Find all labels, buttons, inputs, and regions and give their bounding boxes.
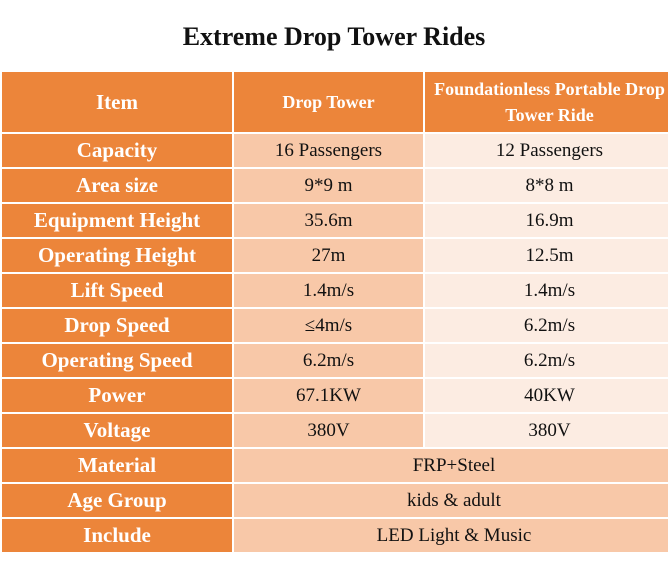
drop-tower-value: ≤4m/s <box>232 307 425 344</box>
portable-value: 12 Passengers <box>423 132 668 169</box>
shared-value: LED Light & Music <box>232 517 668 554</box>
table-row: Operating Height 27m 12.5m <box>0 237 668 274</box>
table-row-merged: Material FRP+Steel <box>0 447 668 484</box>
drop-tower-value: 6.2m/s <box>232 342 425 379</box>
row-label: Include <box>0 517 234 554</box>
drop-tower-value: 16 Passengers <box>232 132 425 169</box>
portable-value: 6.2m/s <box>423 342 668 379</box>
table-row-merged: Include LED Light & Music <box>0 517 668 554</box>
spec-table: Item Drop Tower Foundationless Portable … <box>0 70 668 554</box>
drop-tower-value: 67.1KW <box>232 377 425 414</box>
portable-value: 40KW <box>423 377 668 414</box>
portable-value: 16.9m <box>423 202 668 239</box>
drop-tower-value: 9*9 m <box>232 167 425 204</box>
header-portable-drop-tower: Foundationless Portable Drop Tower Ride <box>423 70 668 134</box>
drop-tower-value: 27m <box>232 237 425 274</box>
portable-value: 380V <box>423 412 668 449</box>
drop-tower-value: 380V <box>232 412 425 449</box>
page-title: Extreme Drop Tower Rides <box>182 22 486 51</box>
portable-value: 12.5m <box>423 237 668 274</box>
table-row: Voltage 380V 380V <box>0 412 668 449</box>
table-row: Lift Speed 1.4m/s 1.4m/s <box>0 272 668 309</box>
row-label: Age Group <box>0 482 234 519</box>
shared-value: FRP+Steel <box>232 447 668 484</box>
row-label: Material <box>0 447 234 484</box>
table-row: Equipment Height 35.6m 16.9m <box>0 202 668 239</box>
table-row: Area size 9*9 m 8*8 m <box>0 167 668 204</box>
table-row: Operating Speed 6.2m/s 6.2m/s <box>0 342 668 379</box>
drop-tower-value: 35.6m <box>232 202 425 239</box>
portable-value: 8*8 m <box>423 167 668 204</box>
drop-tower-value: 1.4m/s <box>232 272 425 309</box>
table-row-merged: Age Group kids & adult <box>0 482 668 519</box>
header-item: Item <box>0 70 234 134</box>
table-row: Capacity 16 Passengers 12 Passengers <box>0 132 668 169</box>
row-label: Lift Speed <box>0 272 234 309</box>
table-row: Power 67.1KW 40KW <box>0 377 668 414</box>
portable-value: 6.2m/s <box>423 307 668 344</box>
row-label: Area size <box>0 167 234 204</box>
row-label: Power <box>0 377 234 414</box>
row-label: Voltage <box>0 412 234 449</box>
table-header-row: Item Drop Tower Foundationless Portable … <box>0 70 668 134</box>
row-label: Equipment Height <box>0 202 234 239</box>
row-label: Drop Speed <box>0 307 234 344</box>
row-label: Operating Height <box>0 237 234 274</box>
row-label: Capacity <box>0 132 234 169</box>
portable-value: 1.4m/s <box>423 272 668 309</box>
row-label: Operating Speed <box>0 342 234 379</box>
table-row: Drop Speed ≤4m/s 6.2m/s <box>0 307 668 344</box>
shared-value: kids & adult <box>232 482 668 519</box>
header-drop-tower: Drop Tower <box>232 70 425 134</box>
